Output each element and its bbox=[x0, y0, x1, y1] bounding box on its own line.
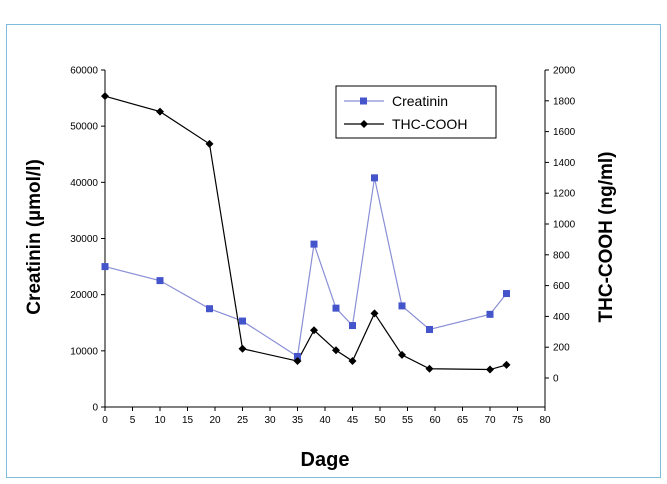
data-point-thc-cooh bbox=[502, 360, 511, 369]
x-tick-label: 15 bbox=[182, 415, 194, 426]
axes bbox=[101, 69, 549, 411]
legend-box bbox=[335, 85, 497, 139]
y2-axis-label: THC-COOH (ng/ml) bbox=[596, 152, 617, 323]
x-tick-label: 10 bbox=[154, 415, 166, 426]
x-tick-label: 50 bbox=[374, 415, 386, 426]
x-tick-label: 30 bbox=[264, 415, 276, 426]
y-tick-label: 10000 bbox=[70, 346, 98, 357]
chart-border bbox=[6, 24, 661, 478]
x-tick-label: 70 bbox=[484, 415, 496, 426]
y-tick-label: 0 bbox=[92, 403, 98, 414]
legend-label-thc-cooh: THC-COOH bbox=[392, 116, 467, 132]
data-point-creatinin bbox=[239, 317, 246, 325]
series-line-creatinin bbox=[104, 177, 507, 358]
x-tick-label: 25 bbox=[237, 415, 249, 426]
y2-tick-label: 200 bbox=[553, 343, 570, 354]
legend-marker-thc-cooh bbox=[360, 120, 368, 128]
y-tick-label: 40000 bbox=[70, 178, 98, 189]
x-tick-label: 5 bbox=[130, 415, 136, 426]
y2-tick-label: 1800 bbox=[553, 96, 576, 107]
x-tick-label: 55 bbox=[402, 415, 414, 426]
data-point-creatinin bbox=[206, 305, 213, 313]
data-point-thc-cooh bbox=[398, 350, 406, 359]
x-tick-label: 45 bbox=[347, 415, 359, 426]
data-point-thc-cooh bbox=[310, 326, 318, 335]
y-tick-label: 50000 bbox=[70, 122, 98, 133]
data-point-thc-cooh bbox=[370, 309, 379, 318]
y2-tick-label: 0 bbox=[553, 374, 559, 385]
data-point-thc-cooh bbox=[101, 92, 109, 101]
y2-tick-label: 2000 bbox=[553, 66, 576, 77]
y2-tick-label: 400 bbox=[553, 312, 570, 323]
y2-tick-label: 1600 bbox=[553, 127, 576, 138]
y2-tick-label: 1000 bbox=[553, 220, 576, 231]
data-point-creatinin bbox=[101, 263, 109, 271]
x-tick-label: 75 bbox=[512, 415, 524, 426]
data-point-creatinin bbox=[426, 325, 433, 333]
x-tick-label: 35 bbox=[292, 415, 304, 426]
y-tick-label: 20000 bbox=[70, 290, 98, 301]
data-point-creatinin bbox=[310, 240, 318, 248]
y-axis-label: Creatinin (µmol/l) bbox=[24, 159, 45, 315]
data-point-creatinin bbox=[371, 174, 378, 182]
data-point-creatinin bbox=[503, 290, 510, 298]
data-point-thc-cooh bbox=[348, 357, 357, 366]
data-point-creatinin bbox=[294, 352, 301, 360]
x-tick-label: 80 bbox=[539, 415, 551, 426]
data-point-thc-cooh bbox=[205, 139, 214, 148]
y2-tick-label: 1200 bbox=[553, 189, 576, 200]
data-point-creatinin bbox=[486, 310, 494, 318]
x-tick-label: 65 bbox=[457, 415, 469, 426]
data-point-thc-cooh bbox=[238, 344, 247, 353]
data-point-thc-cooh bbox=[425, 364, 434, 373]
data-point-thc-cooh bbox=[156, 107, 164, 116]
series-markers bbox=[101, 92, 511, 374]
data-point-thc-cooh bbox=[332, 346, 340, 355]
y-tick-label: 30000 bbox=[70, 234, 98, 245]
x-tick-label: 0 bbox=[102, 415, 108, 426]
y2-tick-label: 800 bbox=[553, 250, 570, 261]
y2-tick-label: 1400 bbox=[553, 158, 576, 169]
legend-entry-thc-cooh: THC-COOH bbox=[344, 116, 467, 132]
x-tick-label: 60 bbox=[429, 415, 441, 426]
data-point-creatinin bbox=[398, 302, 406, 310]
x-axis-label: Dage bbox=[301, 449, 350, 471]
legend-entry-creatinin: Creatinin bbox=[344, 93, 448, 109]
data-point-creatinin bbox=[349, 322, 356, 330]
data-point-thc-cooh bbox=[486, 365, 494, 374]
data-point-creatinin bbox=[332, 304, 340, 312]
data-point-thc-cooh bbox=[293, 357, 302, 366]
legend-label-creatinin: Creatinin bbox=[392, 93, 448, 109]
y-tick-label: 60000 bbox=[70, 66, 98, 77]
tick-labels: 0100002000030000400005000060000020040060… bbox=[70, 66, 575, 427]
data-point-creatinin bbox=[156, 277, 164, 285]
x-tick-label: 40 bbox=[319, 415, 331, 426]
legend-marker-creatinin bbox=[360, 97, 367, 105]
y2-tick-label: 600 bbox=[553, 281, 570, 292]
legend: Creatinin THC-COOH bbox=[335, 85, 497, 139]
x-tick-label: 20 bbox=[209, 415, 221, 426]
